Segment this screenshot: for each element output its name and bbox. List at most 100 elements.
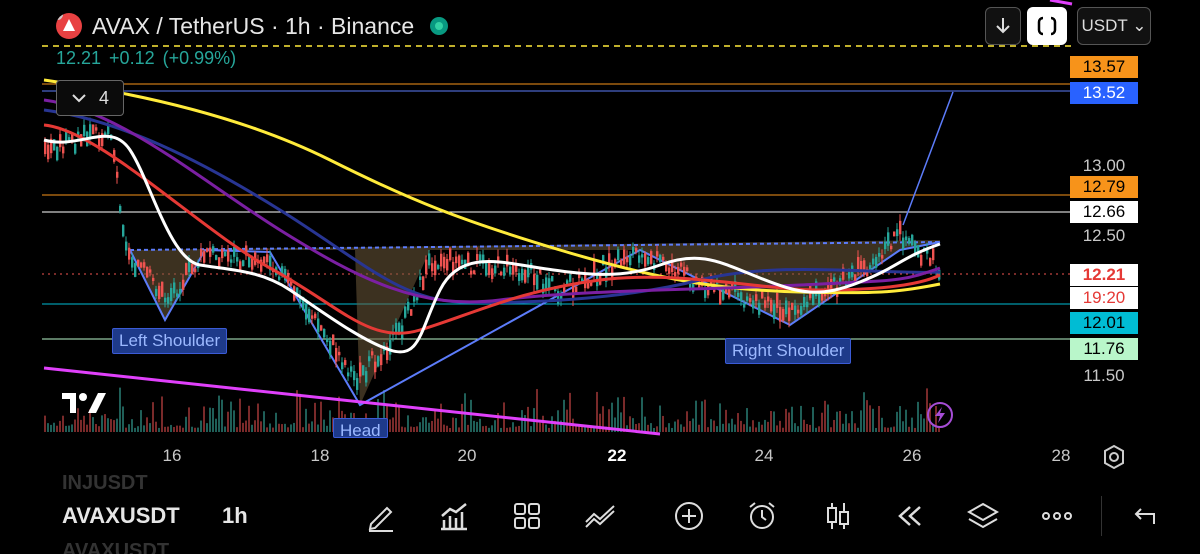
bar-countdown-label: 19:20 xyxy=(1070,287,1138,309)
candle xyxy=(173,282,176,294)
volume-bar xyxy=(185,416,187,432)
candle xyxy=(674,272,677,277)
tradingview-logo-icon xyxy=(62,393,106,413)
fullscreen-button[interactable] xyxy=(1027,7,1067,45)
candle xyxy=(281,266,284,275)
volume-bar xyxy=(242,422,244,432)
volume-bar xyxy=(437,418,439,432)
replay-icon[interactable] xyxy=(894,500,926,532)
candle xyxy=(551,276,554,282)
layers-icon[interactable] xyxy=(967,500,999,532)
lightning-icon[interactable] xyxy=(925,400,955,430)
indicators-icon[interactable] xyxy=(438,500,470,532)
ma-white xyxy=(43,134,941,354)
candle xyxy=(899,220,902,235)
volume-bar xyxy=(902,421,904,432)
symbol-header[interactable]: AVAX / TetherUS · 1h · Binance xyxy=(56,10,449,42)
candle xyxy=(638,255,641,263)
candle xyxy=(608,253,611,265)
volume-bar xyxy=(746,408,748,432)
candle xyxy=(926,248,929,254)
layout-icon[interactable] xyxy=(511,500,543,532)
candle xyxy=(518,273,521,281)
volume-bar xyxy=(164,426,166,432)
candle xyxy=(890,245,893,250)
volume-bar xyxy=(584,426,586,432)
candle xyxy=(893,231,896,237)
candle xyxy=(497,256,500,261)
candle xyxy=(473,270,476,274)
candle xyxy=(728,287,731,298)
volume-bar xyxy=(845,413,847,432)
current-symbol[interactable]: AVAXUSDT xyxy=(62,503,180,528)
volume-bar xyxy=(515,426,517,432)
indicators-toggle[interactable]: 4 xyxy=(56,80,124,116)
candle xyxy=(527,265,530,278)
chart-type-icon[interactable] xyxy=(822,500,854,532)
candle xyxy=(581,278,584,282)
candle xyxy=(302,296,305,311)
volume-bar xyxy=(293,422,295,432)
timeframe-button[interactable]: 1h xyxy=(222,503,248,528)
volume-bar xyxy=(521,410,523,432)
price-label-fib-high: 13.57 xyxy=(1070,56,1138,78)
chevron-down-icon xyxy=(72,94,86,103)
volume-bar xyxy=(485,425,487,432)
volume-bar xyxy=(887,427,889,432)
price-chart[interactable] xyxy=(0,0,1200,476)
candle xyxy=(869,265,872,271)
left-shoulder-label: Left Shoulder xyxy=(112,328,228,354)
next-symbol[interactable]: AVAXUSDT xyxy=(62,540,170,554)
candle xyxy=(182,279,185,290)
candle xyxy=(350,366,353,372)
volume-bar xyxy=(455,418,457,432)
candle xyxy=(314,313,317,319)
prev-symbol[interactable]: INJUSDT xyxy=(62,472,148,490)
candle xyxy=(176,293,179,297)
candle xyxy=(680,262,683,267)
volume-bar xyxy=(827,404,829,432)
volume-bar xyxy=(653,427,655,432)
volume-bar xyxy=(938,426,940,432)
volume-bar xyxy=(119,387,121,432)
volume-bar xyxy=(104,414,106,432)
candle xyxy=(560,295,563,302)
candle xyxy=(542,283,545,294)
candle xyxy=(452,261,455,276)
volume-bar xyxy=(788,412,790,432)
candle xyxy=(665,261,668,272)
volume-bar xyxy=(449,427,451,432)
volume-bar xyxy=(689,421,691,432)
chart-settings-icon[interactable] xyxy=(1101,444,1127,470)
volume-bar xyxy=(182,427,184,432)
volume-bar xyxy=(314,402,316,432)
candle xyxy=(848,272,851,279)
volume-bar xyxy=(302,427,304,432)
volume-bar xyxy=(878,405,880,432)
volume-bar xyxy=(251,424,253,432)
more-icon[interactable] xyxy=(1041,500,1073,532)
candle xyxy=(785,300,788,315)
candle xyxy=(200,248,203,257)
volume-bar xyxy=(410,426,412,432)
volume-bar xyxy=(323,419,325,432)
volume-bar xyxy=(68,425,70,432)
download-button[interactable] xyxy=(985,7,1021,45)
volume-bar xyxy=(446,425,448,432)
volume-bar xyxy=(98,426,100,432)
candle xyxy=(362,365,365,376)
neckline xyxy=(129,241,941,251)
draw-icon[interactable] xyxy=(365,500,397,532)
candle xyxy=(434,260,437,276)
candle xyxy=(863,260,866,275)
candle xyxy=(326,338,329,343)
add-icon[interactable] xyxy=(673,500,705,532)
back-icon[interactable] xyxy=(1128,500,1160,532)
currency-select[interactable]: USDT ⌄ xyxy=(1077,7,1151,45)
alert-icon[interactable] xyxy=(746,500,778,532)
candle xyxy=(704,289,707,298)
candle xyxy=(545,277,548,291)
time-tick: 16 xyxy=(162,446,182,465)
compare-icon[interactable] xyxy=(584,500,616,532)
candle xyxy=(206,248,209,252)
